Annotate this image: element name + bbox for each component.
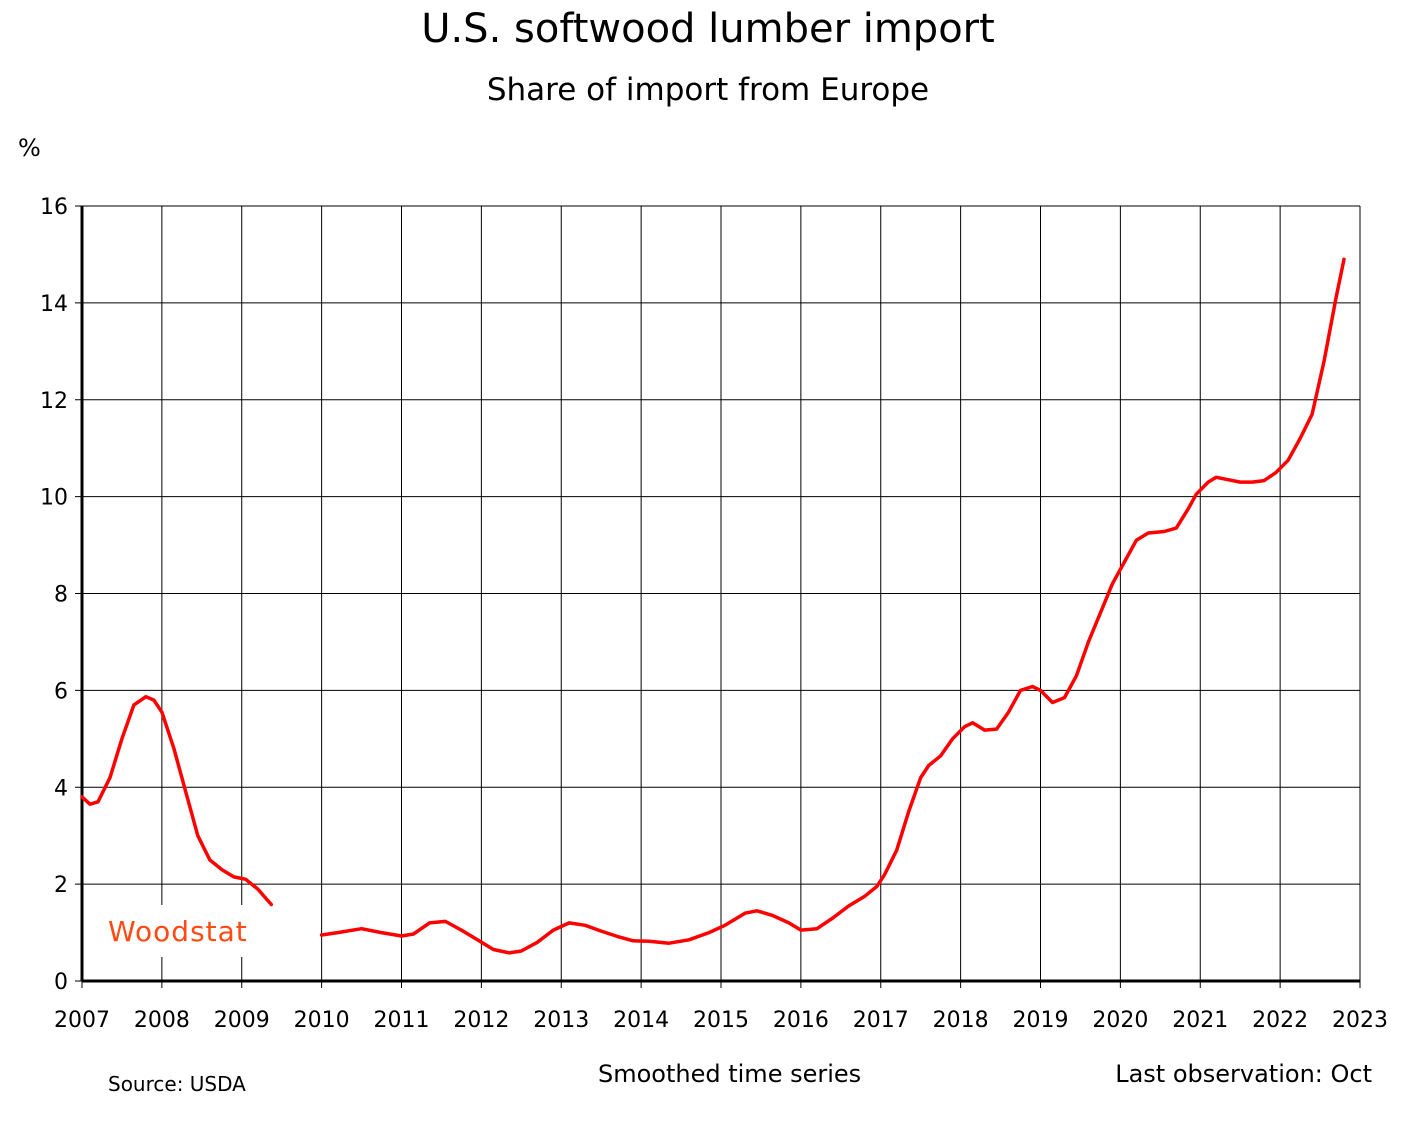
x-tick-label: 2016 — [773, 1008, 829, 1033]
x-tick-label: 2023 — [1332, 1008, 1388, 1033]
woodstat-logo: Woodstat — [104, 905, 302, 957]
x-tick-label: 2008 — [134, 1008, 190, 1033]
y-tick-label: 14 — [40, 292, 68, 317]
series-europe-share — [80, 257, 1346, 955]
y-tick-label: 12 — [40, 389, 68, 414]
x-tick-label: 2017 — [853, 1008, 909, 1033]
y-axis-ticks: 0 2 4 6 8 10 12 14 16 — [40, 195, 82, 995]
x-tick-label: 2022 — [1252, 1008, 1308, 1033]
y-tick-label: 4 — [54, 776, 68, 801]
y-tick-label: 8 — [54, 583, 68, 608]
x-tick-label: 2010 — [294, 1008, 350, 1033]
x-tick-label: 2020 — [1092, 1008, 1148, 1033]
y-tick-label: 6 — [54, 679, 68, 704]
smoothing-note: Smoothed time series — [598, 1060, 862, 1088]
y-axis-unit-label: % — [18, 134, 41, 162]
woodstat-logo-text: Woodstat — [108, 915, 248, 948]
y-tick-label: 2 — [54, 873, 68, 898]
x-tick-label: 2018 — [933, 1008, 989, 1033]
x-tick-label: 2009 — [214, 1008, 270, 1033]
x-tick-label: 2021 — [1172, 1008, 1228, 1033]
x-tick-label: 2012 — [453, 1008, 509, 1033]
series-line-segment — [319, 257, 1346, 955]
source-note: Source: USDA — [108, 1072, 246, 1096]
grid-lines — [81, 205, 1361, 982]
y-tick-label: 16 — [40, 195, 68, 220]
y-tick-label: 0 — [54, 970, 68, 995]
logo-background — [104, 905, 302, 957]
x-tick-label: 2019 — [1013, 1008, 1069, 1033]
x-tick-label: 2013 — [533, 1008, 589, 1033]
x-axis-ticks: 2007 2008 2009 2010 2011 2012 2013 2014 2015 2016… — [54, 981, 1388, 1033]
series-line-segment — [80, 694, 274, 907]
x-tick-label: 2014 — [613, 1008, 669, 1033]
chart-title: U.S. softwood lumber import — [421, 6, 995, 52]
y-tick-label: 10 — [40, 486, 68, 511]
x-tick-label: 2007 — [54, 1008, 110, 1033]
x-tick-label: 2015 — [693, 1008, 749, 1033]
chart-subtitle: Share of import from Europe — [486, 72, 930, 108]
x-tick-label: 2011 — [374, 1008, 430, 1033]
last-observation-note: Last observation: Oct — [1115, 1060, 1372, 1088]
